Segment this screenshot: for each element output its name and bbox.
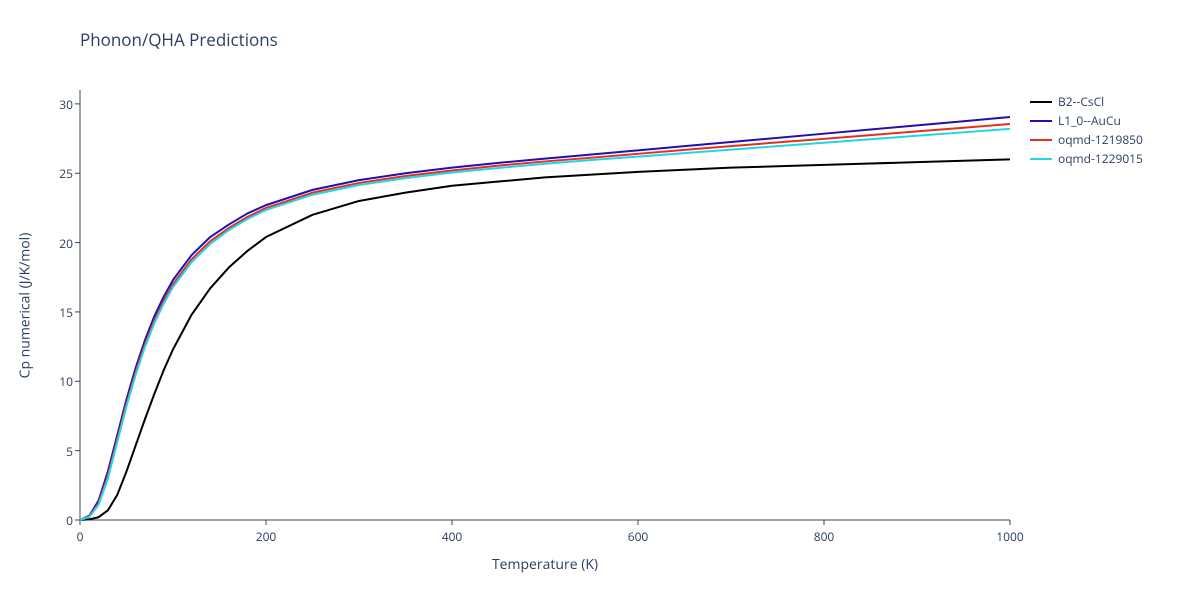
x-tick-label: 600 [623,528,653,545]
legend-item[interactable]: L1_0--AuCu [1030,111,1143,130]
chart-title: Phonon/QHA Predictions [80,28,278,51]
legend-label: oqmd-1219850 [1058,131,1143,148]
legend-label: B2--CsCl [1058,93,1104,110]
y-tick-label: 25 [45,165,73,182]
y-tick-label: 20 [45,235,73,252]
series-line[interactable] [80,129,1010,520]
legend-swatch [1030,120,1052,122]
x-tick-label: 200 [251,528,281,545]
legend: B2--CsCl L1_0--AuCu oqmd-1219850 oqmd-12290… [1030,92,1143,168]
y-axis-label-wrap: Cp numerical (J/K/mol) [10,90,40,520]
y-tick-label: 30 [45,96,73,113]
legend-item[interactable]: oqmd-1229015 [1030,149,1143,168]
legend-label: oqmd-1229015 [1058,150,1143,167]
x-tick-label: 0 [65,528,95,545]
legend-item[interactable]: B2--CsCl [1030,92,1143,111]
y-tick-label: 5 [45,443,73,460]
legend-label: L1_0--AuCu [1058,112,1121,129]
chart-container: Phonon/QHA Predictions Cp numerical (J/K… [0,0,1200,600]
legend-swatch [1030,101,1052,103]
series-line[interactable] [80,124,1010,520]
x-axis-label: Temperature (K) [80,555,1010,574]
series-line[interactable] [80,159,1010,520]
y-tick-label: 15 [45,304,73,321]
x-tick-label: 1000 [995,528,1025,545]
y-tick-label: 0 [45,512,73,529]
x-tick-label: 400 [437,528,467,545]
legend-swatch [1030,139,1052,141]
legend-item[interactable]: oqmd-1219850 [1030,130,1143,149]
plot-area[interactable] [80,90,1010,520]
y-axis-label: Cp numerical (J/K/mol) [16,232,35,378]
y-tick-label: 10 [45,373,73,390]
legend-swatch [1030,158,1052,160]
x-tick-label: 800 [809,528,839,545]
